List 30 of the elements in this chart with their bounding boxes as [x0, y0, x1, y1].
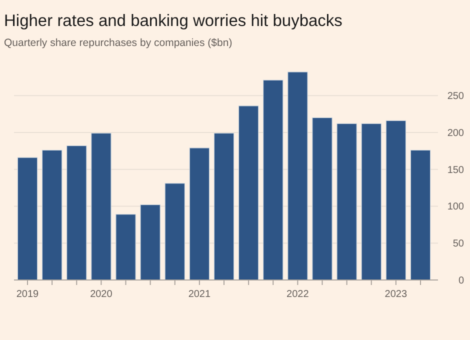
chart-subtitle: Quarterly share repurchases by companies ($bn): [4, 37, 232, 49]
bar: [361, 123, 382, 280]
y-tick-label: 200: [447, 128, 464, 139]
bar: [91, 132, 112, 280]
bar: [189, 148, 210, 280]
bar: [42, 150, 62, 280]
y-tick-label: 100: [447, 202, 464, 213]
bar: [66, 145, 87, 280]
bar: [164, 183, 185, 280]
y-tick-label: 150: [447, 164, 464, 176]
chart-title: Higher rates and banking worries hit buybacks: [4, 12, 342, 30]
bar: [336, 123, 357, 280]
y-tick-label: 0: [458, 276, 464, 286]
bar: [386, 120, 406, 280]
bar: [140, 204, 160, 280]
bar: [17, 157, 38, 280]
bar: [214, 132, 234, 280]
bar: [238, 106, 259, 280]
x-tick-label: 2022: [286, 289, 310, 300]
x-tick-label: 2019: [16, 289, 40, 300]
x-tick-label: 2021: [188, 289, 211, 300]
y-tick-label: 50: [452, 238, 464, 250]
bar: [312, 117, 332, 280]
bar: [288, 72, 308, 280]
y-tick-label: 250: [447, 91, 464, 102]
bar: [410, 150, 431, 280]
bar: [116, 214, 136, 280]
bar: [263, 80, 284, 280]
x-tick-label: 2023: [384, 289, 408, 300]
x-tick-label: 2020: [90, 289, 113, 300]
